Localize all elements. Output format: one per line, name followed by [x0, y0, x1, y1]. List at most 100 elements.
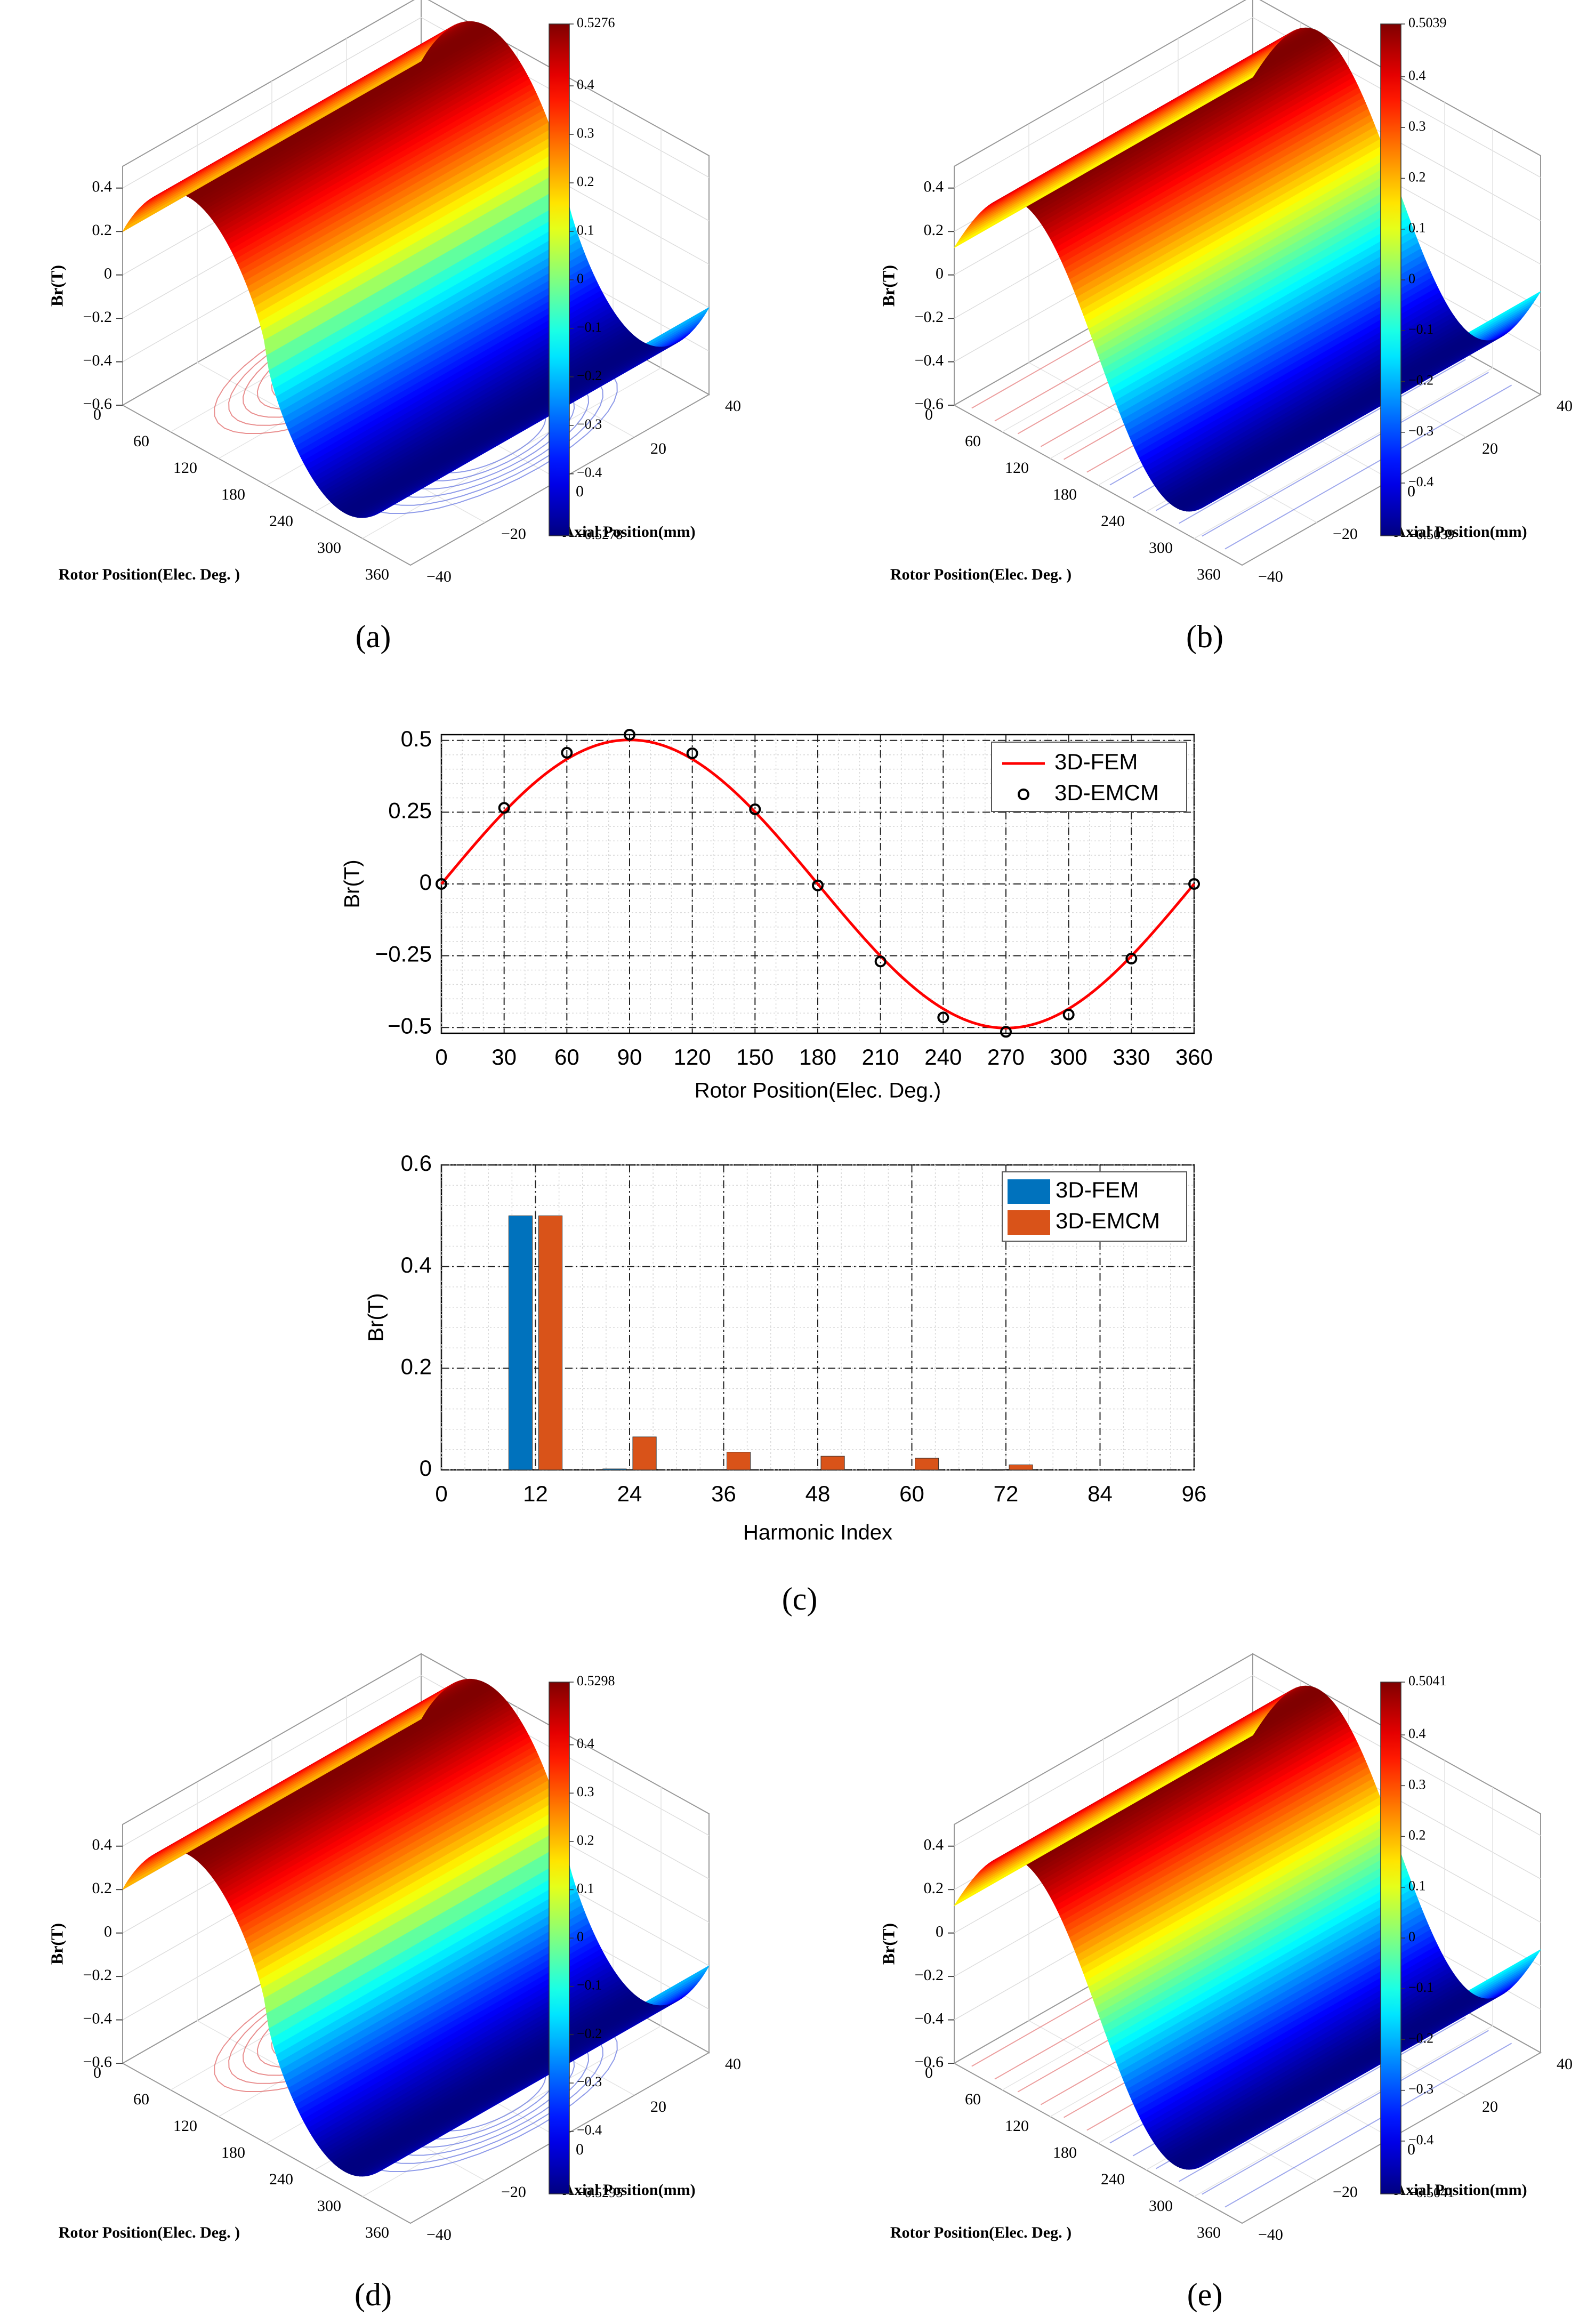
colorbar-tick-label: 0.3 — [1408, 118, 1426, 134]
floor-grid-line — [362, 129, 662, 539]
colorbar-tick-label: 0.2 — [1408, 169, 1426, 184]
colorbar-tick-label: 0.5276 — [577, 15, 615, 30]
z-axis-label: Br(T) — [47, 1923, 66, 1965]
colorbar: 0.5298 0.4 0.3 0.2 0.1 0 −0.1 −0.2 −0.3 −0.4 −0.52… — [549, 1673, 623, 2200]
colorbar-tick-label: 0.4 — [577, 77, 594, 92]
data-point-3d-emcm — [1062, 1009, 1075, 1020]
data-point-3d-emcm — [436, 878, 447, 890]
y-tick-label: 0 — [576, 483, 584, 500]
colorbar-tick-label: −0.3 — [577, 2074, 602, 2089]
legend-swatch-marker — [1018, 789, 1029, 800]
surface — [122, 21, 710, 518]
z-axis-label: Br(T) — [879, 1923, 898, 1965]
z-tick-label: −0.6 — [915, 2053, 944, 2071]
x-tick-label: 180 — [1053, 2144, 1077, 2161]
surface-plot-d: −0.6 −0.4 −0.2 0 0.2 0.4 Br(T) 0 60 120 180 240 300 3… — [47, 1653, 741, 2312]
bar-3d-fem — [508, 1215, 533, 1470]
colorbar-tick-label: −0.1 — [577, 1977, 602, 1993]
x-tick-label: 180 — [221, 2144, 245, 2161]
z-tick-label: −0.4 — [915, 351, 944, 369]
x-tick-label: 180 — [1053, 486, 1077, 503]
x-tick-label: 24 — [617, 1481, 642, 1506]
z-tick-label: 0 — [936, 265, 944, 283]
z-tick-label: −0.2 — [83, 308, 112, 326]
colorbar-tick-label: 0.3 — [577, 1784, 594, 1799]
x-tick-label: 210 — [862, 1044, 899, 1069]
colorbar-tick-label: 0.2 — [1408, 1828, 1426, 1843]
x-tick-label: 270 — [987, 1044, 1025, 1069]
z-axis-label: Br(T) — [47, 265, 66, 307]
z-axis: −0.6 −0.4 −0.2 0 0.2 0.4 Br(T) — [47, 178, 123, 413]
y-axis: −40 −20 0 20 40 Axial Position(mm) — [1258, 2055, 1573, 2243]
x-axis: 0 60 120 180 240 300 360 Rotor Position(Elec. D… — [59, 2064, 389, 2241]
x-tick-label: 360 — [1197, 566, 1221, 583]
z-axis: −0.6 −0.4 −0.2 0 0.2 0.4 Br(T) — [879, 1836, 954, 2071]
legend-swatch-emcm — [1008, 1210, 1050, 1235]
z-axis-label: Br(T) — [879, 265, 898, 307]
x-tick-label: 48 — [805, 1481, 831, 1506]
x-tick-label: 120 — [173, 459, 197, 477]
data-point-3d-emcm — [498, 802, 510, 814]
data-point-3d-emcm — [1188, 878, 1200, 890]
colorbar-tick-label: −0.4 — [1408, 474, 1433, 489]
x-tick-label: 90 — [617, 1044, 642, 1069]
z-tick-label: −0.2 — [915, 1966, 944, 1984]
x-tick-label: 0 — [93, 2064, 101, 2081]
floor-grid-line — [1194, 129, 1493, 539]
colorbar-tick-label: −0.2 — [1408, 372, 1433, 388]
y-tick-label: −20 — [1333, 2183, 1358, 2201]
z-tick-label: 0.2 — [924, 221, 944, 239]
colorbar-tick-label: −0.4 — [1408, 2132, 1433, 2148]
z-tick-label: −0.2 — [915, 308, 944, 326]
colorbar-tick-label: 0 — [1408, 271, 1415, 286]
panel-label: (c) — [782, 1581, 818, 1617]
legend-label: 3D-EMCM — [1054, 780, 1159, 805]
z-tick-label: 0.2 — [92, 1879, 112, 1897]
colorbar-tick-label: 0.4 — [1408, 68, 1426, 83]
surface — [954, 1685, 1541, 2170]
y-tick-label: 0 — [576, 2141, 584, 2158]
z-axis: −0.6 −0.4 −0.2 0 0.2 0.4 Br(T) — [47, 1836, 123, 2071]
bar-3d-emcm — [915, 1458, 939, 1470]
x-tick-label: 240 — [269, 2170, 293, 2188]
legend-swatch-fem — [1008, 1179, 1050, 1204]
y-tick-label: 0.6 — [401, 1151, 432, 1176]
colorbar-scale — [1380, 23, 1401, 536]
bar-3d-fem — [884, 1469, 909, 1470]
x-tick-label: 0 — [435, 1481, 447, 1506]
legend-label: 3D-FEM — [1056, 1177, 1139, 1202]
colorbar-tick-label: 0.1 — [1408, 1878, 1426, 1894]
z-tick-label: −0.6 — [83, 395, 112, 413]
colorbar-tick-label: −0.1 — [1408, 1980, 1433, 1995]
colorbar-tick-label: 0.3 — [1408, 1776, 1426, 1792]
x-tick-label: 60 — [899, 1481, 924, 1506]
contour-line — [1202, 2030, 1489, 2195]
bar-3d-fem — [696, 1469, 721, 1470]
y-axis-label: Axial Position(mm) — [1394, 2181, 1527, 2199]
colorbar: 0.5041 0.4 0.3 0.2 0.1 0 −0.1 −0.2 −0.3 −0.4 −0.50… — [1380, 1673, 1454, 2200]
z-tick-label: 0.4 — [92, 178, 112, 196]
z-tick-label: −0.2 — [83, 1966, 112, 1984]
bar-3d-emcm — [632, 1436, 657, 1470]
colorbar-tick-label: 0.5298 — [577, 1673, 615, 1688]
x-tick-label: 30 — [492, 1044, 517, 1069]
bar-3d-emcm — [1009, 1464, 1033, 1470]
y-axis-label: Axial Position(mm) — [1394, 523, 1527, 541]
z-tick-label: 0.4 — [92, 1836, 112, 1854]
x-tick-label: 36 — [711, 1481, 736, 1506]
z-tick-label: −0.4 — [915, 2009, 944, 2027]
x-tick-label: 180 — [221, 486, 245, 503]
z-tick-label: −0.6 — [83, 2053, 112, 2071]
x-tick-label: 300 — [317, 539, 341, 557]
x-tick-label: 84 — [1087, 1481, 1113, 1506]
bar-3d-emcm — [538, 1215, 563, 1470]
contour-line — [1179, 2017, 1466, 2182]
colorbar-tick-label: −0.2 — [577, 368, 602, 383]
colorbar-tick-label: −0.5295 — [577, 2185, 623, 2200]
z-tick-label: 0.2 — [924, 1879, 944, 1897]
colorbar-tick-label: −0.3 — [1408, 423, 1433, 439]
data-point-3d-emcm — [561, 746, 573, 759]
x-tick-label: 360 — [365, 2224, 389, 2241]
floor-grid-line — [362, 1787, 662, 2197]
x-tick-label: 0 — [925, 406, 933, 423]
